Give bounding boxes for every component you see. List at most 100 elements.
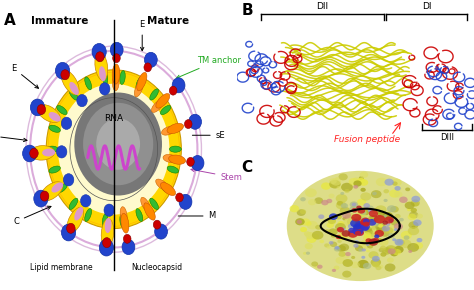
Circle shape: [301, 218, 310, 226]
Circle shape: [311, 234, 319, 240]
Circle shape: [356, 220, 363, 226]
Circle shape: [349, 206, 357, 212]
Circle shape: [189, 114, 201, 129]
Circle shape: [358, 225, 364, 230]
Circle shape: [318, 214, 324, 219]
Circle shape: [338, 251, 346, 257]
Ellipse shape: [52, 182, 63, 193]
Circle shape: [357, 231, 364, 236]
Circle shape: [360, 215, 370, 222]
Circle shape: [379, 248, 384, 252]
Circle shape: [376, 227, 384, 233]
Text: Stem: Stem: [191, 168, 242, 182]
Circle shape: [325, 229, 330, 233]
Circle shape: [356, 226, 360, 229]
Circle shape: [328, 194, 335, 198]
Ellipse shape: [167, 123, 183, 134]
Circle shape: [359, 226, 363, 229]
Circle shape: [357, 260, 369, 268]
Ellipse shape: [156, 179, 168, 190]
Ellipse shape: [49, 166, 60, 173]
Ellipse shape: [42, 148, 55, 156]
Circle shape: [375, 216, 385, 223]
Circle shape: [327, 222, 334, 228]
Circle shape: [387, 258, 394, 263]
Circle shape: [390, 251, 398, 256]
Circle shape: [369, 231, 374, 234]
Circle shape: [369, 228, 376, 233]
Circle shape: [413, 220, 422, 226]
Circle shape: [337, 245, 346, 252]
Circle shape: [355, 224, 362, 230]
Circle shape: [348, 228, 355, 233]
Circle shape: [191, 155, 204, 171]
Circle shape: [358, 208, 369, 216]
Circle shape: [355, 221, 362, 227]
Circle shape: [357, 208, 365, 214]
Ellipse shape: [150, 89, 158, 100]
Ellipse shape: [160, 106, 171, 115]
Circle shape: [375, 205, 386, 214]
Circle shape: [359, 223, 366, 229]
Circle shape: [305, 232, 315, 239]
Circle shape: [348, 235, 353, 239]
Circle shape: [353, 227, 364, 235]
Circle shape: [399, 197, 408, 203]
Circle shape: [339, 244, 349, 251]
Circle shape: [384, 247, 392, 253]
Ellipse shape: [170, 146, 182, 152]
Text: Nucleocapsid: Nucleocapsid: [131, 263, 182, 272]
Circle shape: [66, 223, 75, 233]
Circle shape: [353, 225, 364, 233]
Circle shape: [360, 230, 365, 233]
Circle shape: [374, 216, 379, 220]
Circle shape: [315, 225, 321, 230]
Circle shape: [153, 220, 161, 229]
Circle shape: [100, 239, 114, 256]
Ellipse shape: [46, 146, 58, 152]
Circle shape: [342, 212, 351, 219]
Circle shape: [348, 224, 355, 229]
Circle shape: [359, 179, 368, 186]
Circle shape: [64, 174, 74, 186]
Circle shape: [113, 54, 120, 63]
Circle shape: [351, 222, 357, 226]
Circle shape: [365, 221, 372, 226]
Ellipse shape: [167, 125, 179, 132]
Circle shape: [336, 257, 345, 264]
Circle shape: [372, 221, 379, 226]
Circle shape: [360, 208, 365, 212]
Ellipse shape: [69, 198, 78, 209]
Circle shape: [392, 238, 396, 241]
Circle shape: [374, 230, 384, 237]
Circle shape: [372, 256, 380, 262]
Circle shape: [391, 220, 399, 226]
Circle shape: [23, 145, 37, 162]
Circle shape: [341, 203, 348, 209]
Circle shape: [77, 95, 87, 107]
Circle shape: [329, 213, 338, 220]
Ellipse shape: [105, 218, 111, 233]
Circle shape: [347, 217, 359, 226]
Circle shape: [353, 185, 358, 189]
Circle shape: [357, 207, 362, 211]
Circle shape: [371, 258, 381, 266]
Circle shape: [392, 179, 402, 186]
Circle shape: [368, 209, 373, 213]
Circle shape: [363, 234, 374, 242]
Circle shape: [328, 218, 336, 224]
Circle shape: [368, 215, 376, 221]
Circle shape: [300, 197, 306, 201]
Circle shape: [372, 262, 380, 267]
Circle shape: [344, 189, 350, 193]
Circle shape: [366, 206, 374, 211]
Circle shape: [104, 204, 114, 216]
Circle shape: [335, 177, 339, 180]
Circle shape: [353, 244, 359, 248]
Circle shape: [380, 252, 386, 257]
Circle shape: [367, 219, 376, 226]
Text: Lipid membrane: Lipid membrane: [30, 263, 93, 272]
Circle shape: [311, 261, 318, 267]
Circle shape: [384, 179, 394, 186]
Ellipse shape: [74, 207, 83, 220]
